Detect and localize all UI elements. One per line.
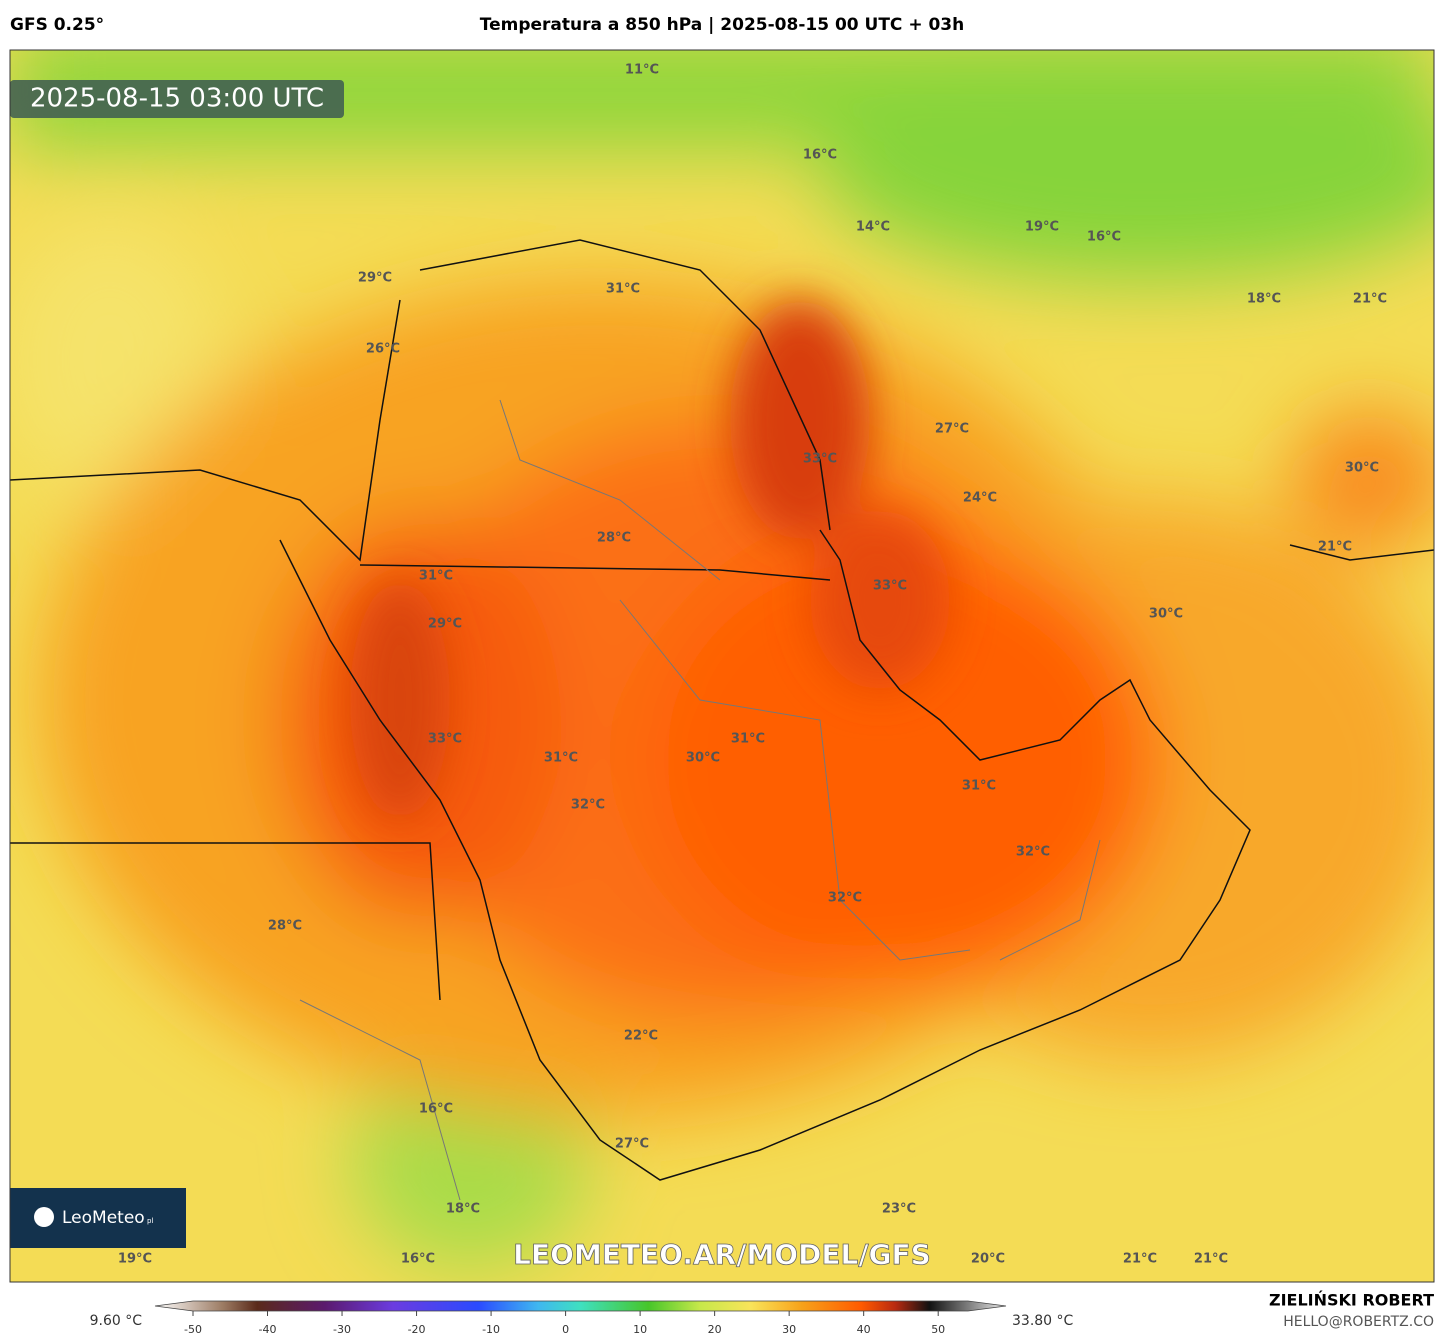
temperature-label: 27°C: [615, 1137, 649, 1152]
temperature-label: 20°C: [971, 1252, 1005, 1267]
temperature-label: 19°C: [1025, 220, 1059, 235]
tick-label: -20: [408, 1323, 426, 1336]
temperature-label: 30°C: [1345, 461, 1379, 476]
watermark: LEOMETEO.AR/MODEL/GFS: [513, 1238, 931, 1271]
tick-label: 0: [562, 1323, 569, 1336]
max-value: 33.80 °C: [1012, 1313, 1074, 1329]
temperature-label: 33°C: [873, 579, 907, 594]
logo-suffix: pl: [147, 1217, 153, 1225]
temperature-label: 26°C: [366, 342, 400, 357]
colorbar: 9.60 °C 33.80 °C -50 -40 -30 -20 -10 0 10 20 30 4…: [90, 1300, 1074, 1336]
temperature-label: 32°C: [828, 891, 862, 906]
temperature-label: 21°C: [1353, 292, 1387, 307]
temperature-label: 16°C: [1087, 230, 1121, 245]
temperature-label: 24°C: [963, 491, 997, 506]
temperature-label: 16°C: [419, 1102, 453, 1117]
temperature-label: 23°C: [882, 1202, 916, 1217]
temperature-label: 27°C: [935, 422, 969, 437]
author-email: HELLO@ROBERTZ.CO: [1283, 1314, 1434, 1330]
tick-label: 40: [857, 1323, 871, 1336]
temperature-label: 14°C: [856, 220, 890, 235]
temperature-label: 11°C: [625, 63, 659, 78]
temperature-label: 32°C: [571, 798, 605, 813]
tick-label: -10: [482, 1323, 500, 1336]
timestamp: 2025-08-15 03:00 UTC: [30, 84, 324, 114]
tick-label: 10: [633, 1323, 647, 1336]
model-name: GFS 0.25°: [10, 15, 104, 35]
tick-label: 20: [708, 1323, 722, 1336]
min-value: 9.60 °C: [90, 1313, 143, 1329]
temperature-label: 16°C: [803, 148, 837, 163]
map-title: Temperatura a 850 hPa | 2025-08-15 00 UT…: [480, 15, 965, 35]
temperature-label: 31°C: [419, 569, 453, 584]
temperature-label: 18°C: [446, 1202, 480, 1217]
temperature-label: 29°C: [428, 617, 462, 632]
tick-label: -40: [259, 1323, 277, 1336]
tick-label: -30: [333, 1323, 351, 1336]
temperature-label: 31°C: [731, 732, 765, 747]
tick-label: -50: [184, 1323, 202, 1336]
temperature-label: 30°C: [686, 751, 720, 766]
tick-label: 50: [931, 1323, 945, 1336]
temperature-label: 30°C: [1149, 607, 1183, 622]
temperature-label: 19°C: [118, 1252, 152, 1267]
temperature-label: 18°C: [1247, 292, 1281, 307]
temperature-label: 21°C: [1194, 1252, 1228, 1267]
temperature-label: 21°C: [1318, 540, 1352, 555]
map: 11°C 16°C 14°C 19°C 16°C 29°C 31°C 18°C 21°C 26°C…: [10, 50, 1434, 1282]
temperature-label: 22°C: [624, 1029, 658, 1044]
temperature-label: 31°C: [606, 282, 640, 297]
temperature-label: 32°C: [1016, 845, 1050, 860]
temperature-label: 31°C: [544, 751, 578, 766]
temperature-label: 31°C: [962, 779, 996, 794]
temperature-label: 33°C: [428, 732, 462, 747]
temperature-label: 21°C: [1123, 1252, 1157, 1267]
temperature-label: 16°C: [401, 1252, 435, 1267]
temperature-label: 33°C: [803, 452, 837, 467]
temperature-label: 29°C: [358, 271, 392, 286]
tick-label: 30: [782, 1323, 796, 1336]
temperature-label: 28°C: [597, 531, 631, 546]
author-name: ZIELIŃSKI ROBERT: [1269, 1291, 1434, 1310]
temperature-label: 28°C: [268, 919, 302, 934]
logo-name: LeoMeteo: [62, 1208, 145, 1228]
